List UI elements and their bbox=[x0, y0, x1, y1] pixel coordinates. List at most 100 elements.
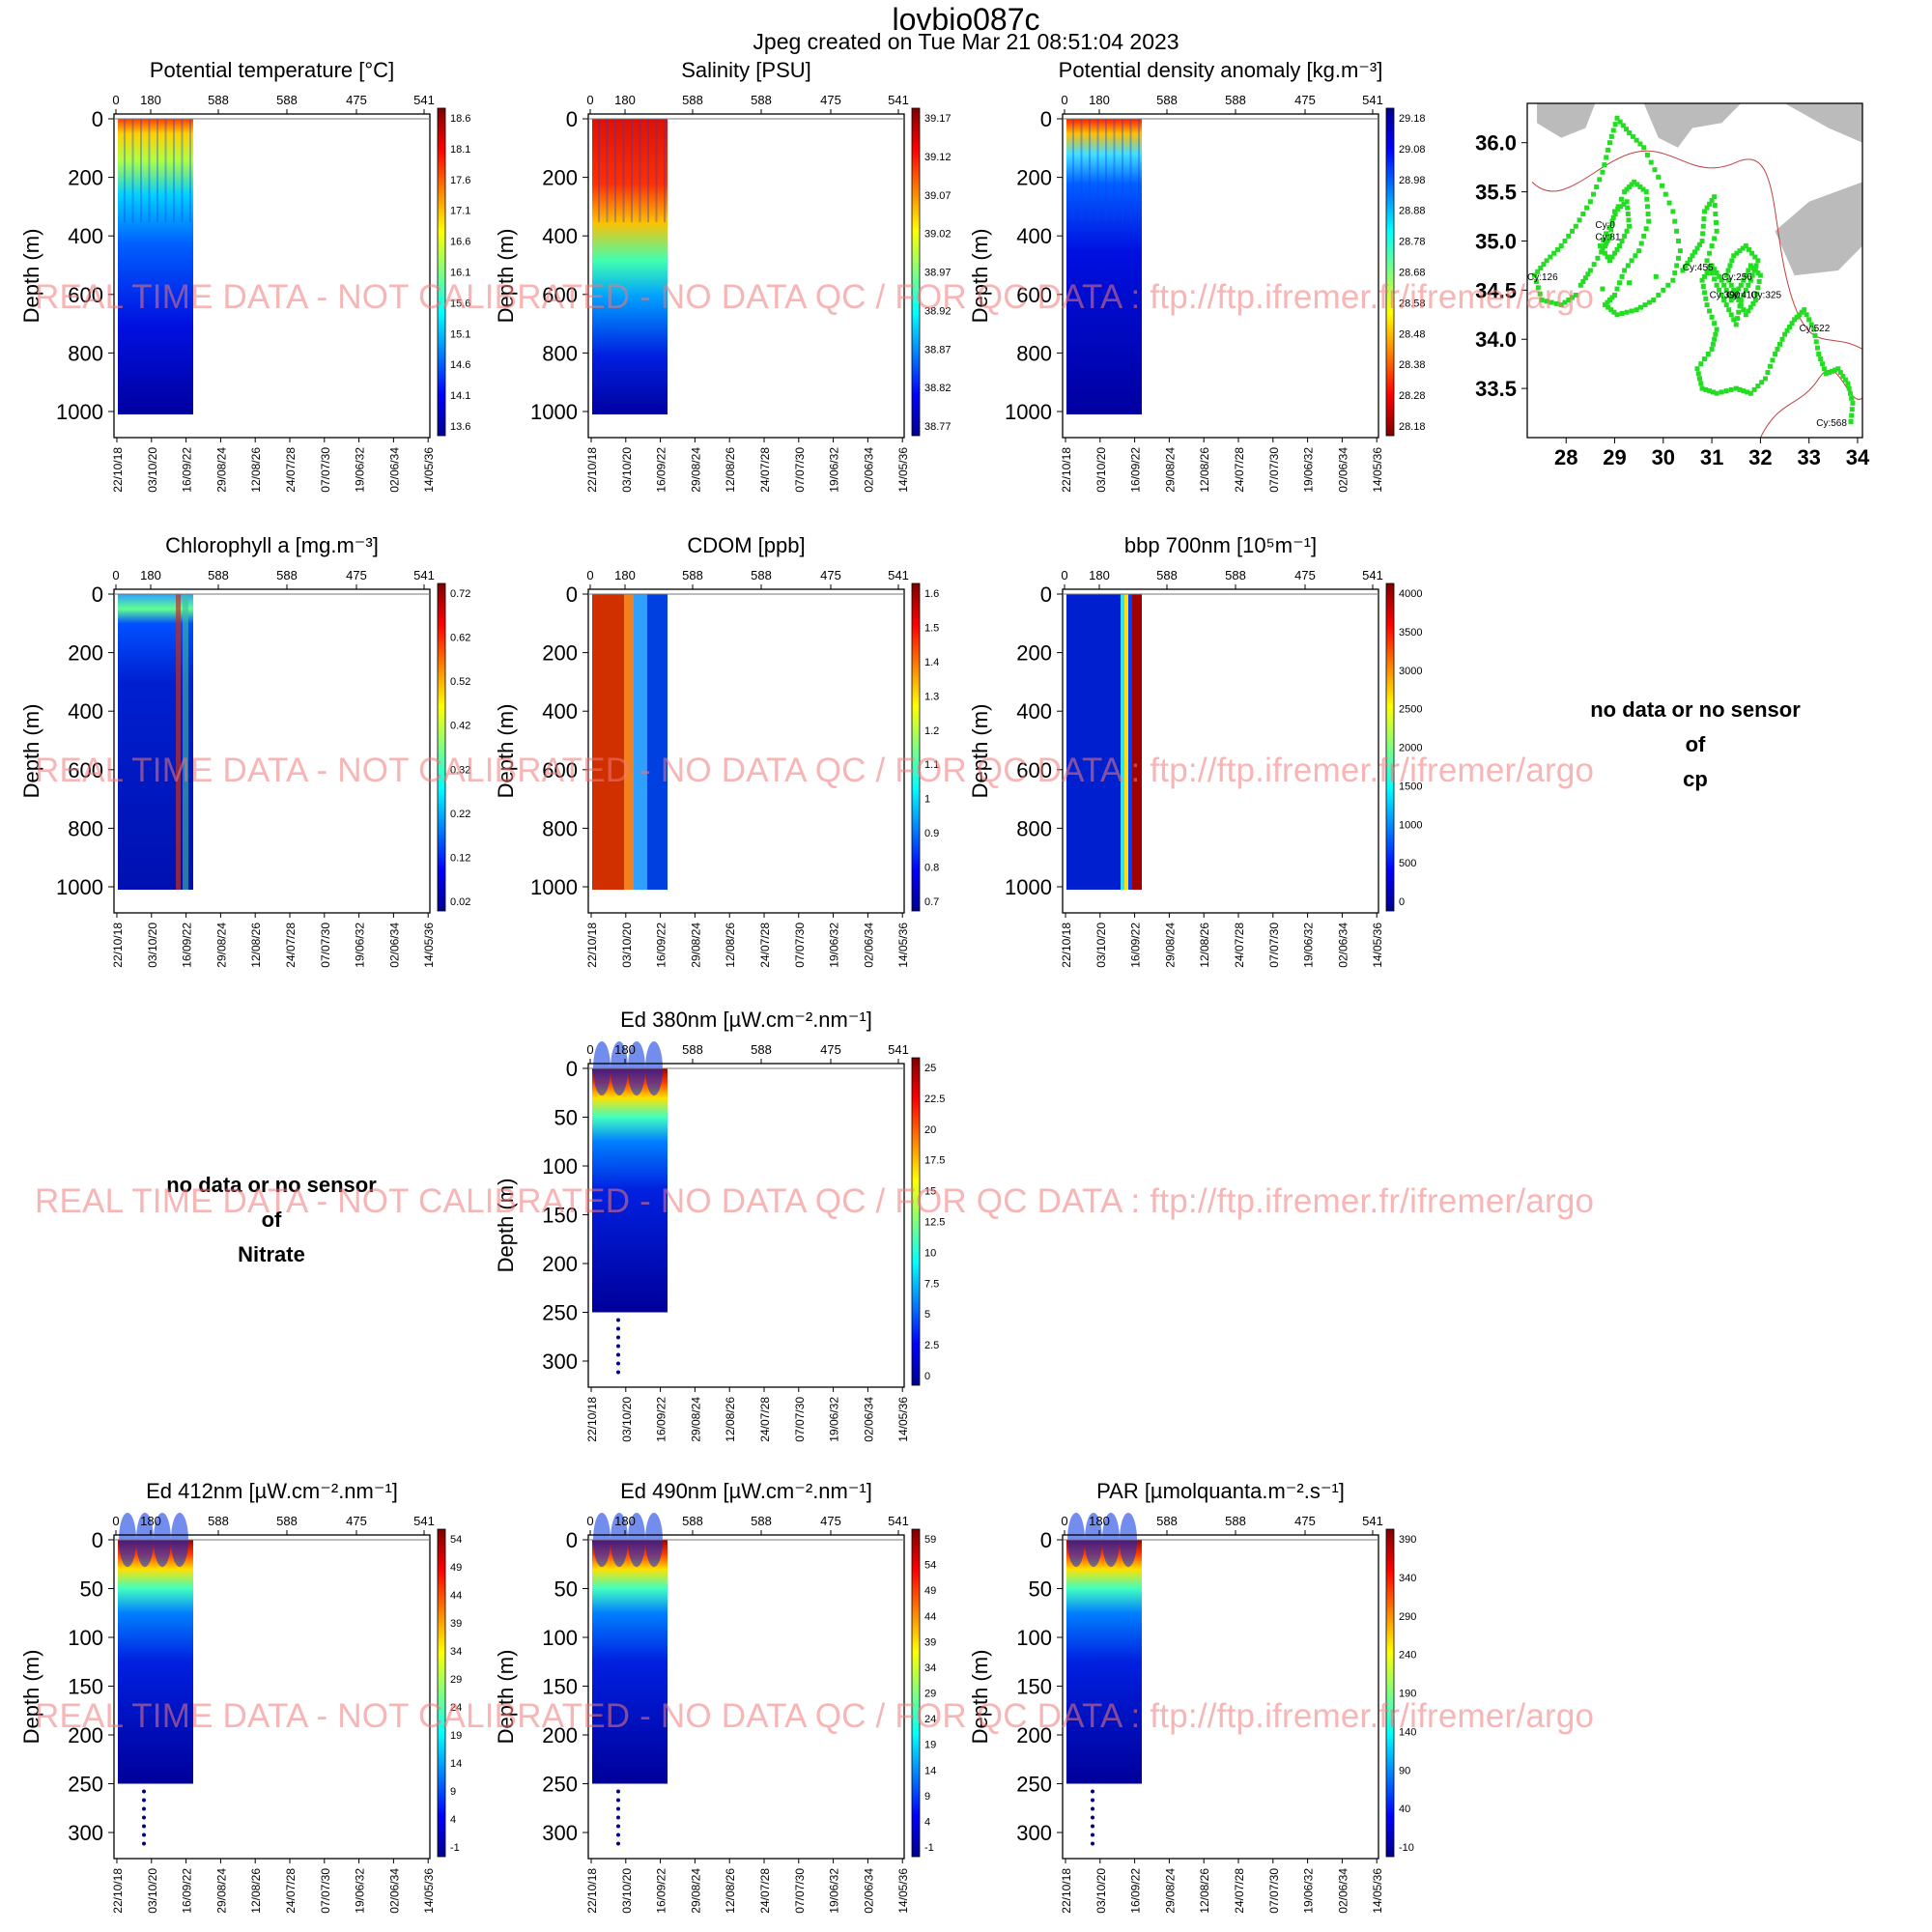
colorbar bbox=[912, 583, 920, 911]
x-axis-label: 16/09/22 bbox=[181, 1868, 194, 1914]
deep-point bbox=[142, 1824, 146, 1829]
data-field bbox=[592, 119, 668, 415]
track-point bbox=[1614, 312, 1620, 318]
track-point bbox=[1709, 314, 1715, 320]
x-axis-label: 29/08/24 bbox=[1163, 447, 1177, 493]
track-point bbox=[1752, 254, 1758, 260]
deep-point bbox=[616, 1815, 620, 1820]
x-axis-label: 14/05/36 bbox=[896, 923, 910, 968]
track-point bbox=[1717, 287, 1722, 293]
profile-stripe bbox=[173, 119, 175, 223]
track-point bbox=[1719, 389, 1724, 395]
data-field bbox=[118, 119, 193, 415]
track-point bbox=[1656, 292, 1662, 298]
track-point bbox=[1604, 155, 1609, 160]
plot-frame bbox=[587, 1063, 905, 1388]
track-point bbox=[1624, 186, 1630, 192]
y-axis-label: 250 bbox=[542, 1301, 578, 1325]
track-point bbox=[1604, 241, 1609, 246]
track-point bbox=[1642, 302, 1648, 308]
track-point bbox=[1745, 389, 1750, 395]
x-axis-label: 24/07/28 bbox=[1233, 1868, 1246, 1914]
track-point bbox=[1816, 352, 1822, 356]
bbp-band bbox=[1132, 594, 1142, 891]
track-point bbox=[1587, 268, 1593, 273]
no-data-cp-message: no data or no sensor of cp bbox=[1536, 693, 1855, 797]
x-axis-label: 03/10/20 bbox=[1094, 1868, 1108, 1914]
x-axis-label: 12/08/26 bbox=[724, 1397, 737, 1442]
y-axis-label: 800 bbox=[542, 816, 578, 840]
track-point bbox=[1812, 332, 1818, 338]
y-axis-label: 0 bbox=[566, 1528, 578, 1552]
top-axis-label: 180 bbox=[1089, 568, 1110, 582]
track-point bbox=[1820, 361, 1826, 367]
top-axis-label: 541 bbox=[413, 1514, 435, 1528]
profile-stripe bbox=[1113, 119, 1116, 223]
colorbar bbox=[1386, 583, 1394, 911]
track-point bbox=[1622, 233, 1628, 239]
track-point bbox=[1652, 167, 1658, 173]
colorbar bbox=[1386, 108, 1394, 436]
track-point bbox=[1600, 246, 1605, 252]
colorbar-label: 2500 bbox=[1399, 704, 1422, 716]
deep-point bbox=[616, 1318, 620, 1322]
colorbar-label: 17.5 bbox=[924, 1155, 945, 1167]
track-point bbox=[1629, 308, 1634, 314]
colorbar-label: 34 bbox=[924, 1662, 936, 1674]
track-point bbox=[1753, 263, 1759, 269]
track-point bbox=[1698, 381, 1704, 386]
colorbar-label: 18.1 bbox=[450, 144, 470, 156]
no-data-line: no data or no sensor bbox=[166, 1173, 377, 1197]
track-point bbox=[1570, 295, 1576, 300]
cycle-label: Cy:410 bbox=[1726, 290, 1757, 300]
top-axis-label: 588 bbox=[276, 568, 298, 582]
track-point bbox=[1723, 302, 1729, 308]
top-axis-label: 541 bbox=[888, 93, 909, 107]
track-point bbox=[1694, 366, 1700, 372]
x-axis-label: 02/06/34 bbox=[862, 923, 875, 968]
top-axis-label: 588 bbox=[751, 1042, 772, 1057]
track-point bbox=[1629, 258, 1634, 264]
y-axis-title: Depth (m) bbox=[19, 229, 43, 324]
top-axis-label: 541 bbox=[413, 93, 435, 107]
track-point bbox=[1608, 133, 1614, 139]
x-axis-label: 12/08/26 bbox=[724, 923, 737, 968]
track-point bbox=[1566, 233, 1572, 239]
track-point bbox=[1818, 356, 1824, 362]
x-axis-label: 16/09/22 bbox=[655, 1397, 668, 1442]
top-axis-label: 0 bbox=[586, 1514, 593, 1528]
track-point bbox=[1687, 257, 1692, 263]
track-point bbox=[1612, 211, 1618, 216]
plot-frame bbox=[113, 588, 431, 914]
track-point bbox=[1707, 308, 1713, 314]
colorbar-label: 140 bbox=[1399, 1726, 1416, 1738]
track-point bbox=[1813, 339, 1819, 345]
colorbar-label: 14.6 bbox=[450, 359, 470, 371]
track-point bbox=[1719, 292, 1724, 298]
y-axis-label: 150 bbox=[542, 1675, 578, 1699]
x-axis-label: 12/08/26 bbox=[249, 1868, 263, 1914]
data-field bbox=[118, 594, 193, 891]
track-point bbox=[1595, 255, 1601, 261]
top-axis-label: 588 bbox=[208, 1514, 229, 1528]
track-point bbox=[1779, 336, 1785, 342]
x-axis-label: 29/08/24 bbox=[689, 1868, 702, 1914]
x-axis-label: 22/10/18 bbox=[585, 1397, 599, 1442]
track-point bbox=[1612, 292, 1618, 298]
profile-stripe bbox=[140, 119, 142, 223]
y-axis-label: 0 bbox=[1040, 582, 1052, 607]
profile-stripe bbox=[124, 119, 126, 223]
x-axis-label: 19/06/32 bbox=[828, 447, 841, 493]
top-axis-label: 588 bbox=[751, 568, 772, 582]
colorbar-label: 0.22 bbox=[450, 809, 470, 820]
plot-frame bbox=[587, 1534, 905, 1860]
deep-point bbox=[1091, 1798, 1094, 1803]
track-point bbox=[1707, 264, 1713, 270]
track-point bbox=[1736, 298, 1742, 303]
track-point bbox=[1594, 185, 1600, 189]
y-axis-label: 0 bbox=[566, 107, 578, 131]
x-axis-label: 29/08/24 bbox=[689, 447, 702, 493]
lat-label: 33.5 bbox=[1475, 377, 1517, 401]
profile-stripe bbox=[1089, 119, 1091, 223]
profile-stripe bbox=[639, 119, 641, 223]
